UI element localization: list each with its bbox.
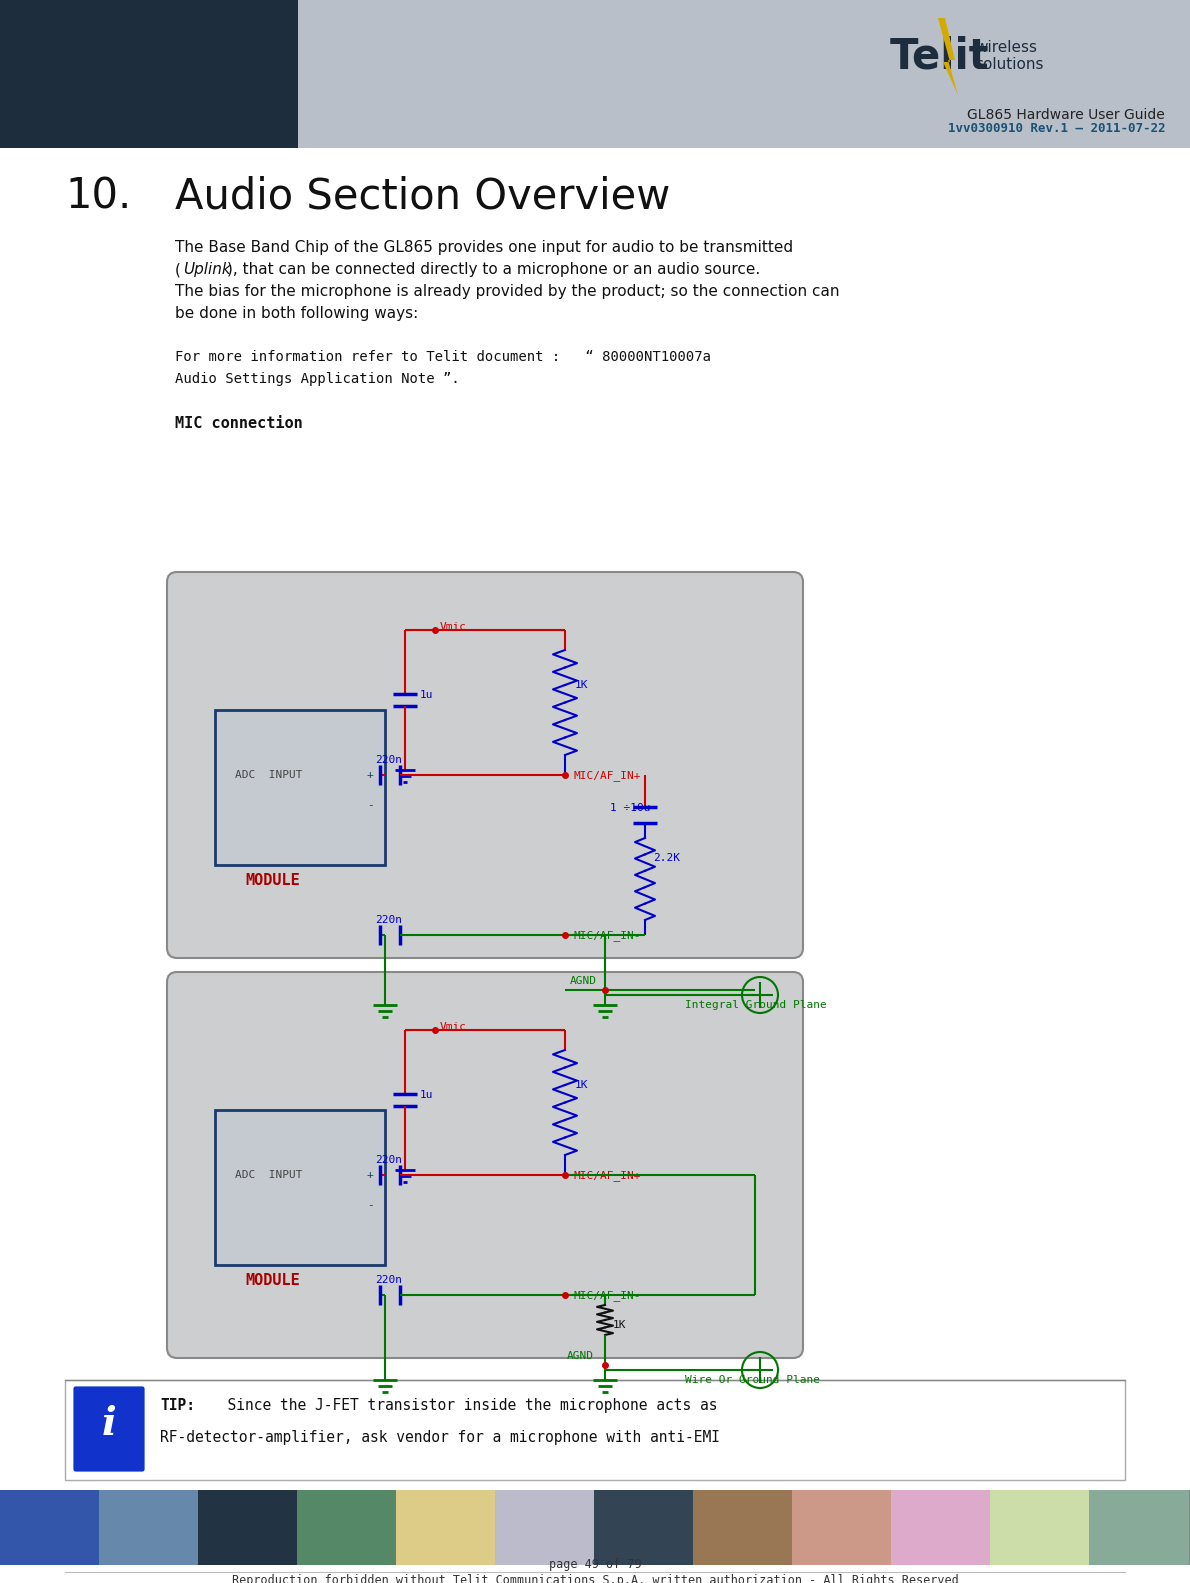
Text: -: - [367,799,374,810]
Text: Telit: Telit [890,35,990,78]
Bar [215,711,386,864]
Text: 1u: 1u [420,1091,433,1100]
Bar [298,1490,397,1566]
Bar [990,1490,1090,1566]
Text: +: + [367,1170,374,1179]
Text: TIP:: TIP: [159,1398,195,1414]
Text: For more information refer to Telit document :   “ 80000NT10007a: For more information refer to Telit docu… [175,350,710,364]
Text: Vmic: Vmic [440,1023,466,1032]
Text: MIC/AF_IN-: MIC/AF_IN- [574,1290,640,1301]
Bar [198,1490,298,1566]
Text: 1K: 1K [575,681,589,690]
Text: 220n: 220n [375,755,402,765]
Bar [1089,1490,1189,1566]
Bar [0,0,298,147]
Bar [0,1490,100,1566]
Text: 220n: 220n [375,915,402,924]
Text: MIC/AF_IN+: MIC/AF_IN+ [574,1170,640,1181]
Text: 1 ÷10u: 1 ÷10u [610,803,651,814]
Text: 1K: 1K [613,1320,626,1330]
Text: ADC  INPUT: ADC INPUT [234,1170,302,1179]
Text: AGND: AGND [566,1350,594,1361]
Text: Uplink: Uplink [183,263,231,277]
FancyBboxPatch shape [73,1385,146,1474]
Text: 220n: 220n [375,1156,402,1165]
Text: ), that can be connected directly to a microphone or an audio source.: ), that can be connected directly to a m… [227,263,760,277]
Bar [693,1490,793,1566]
Text: Wire Or Ground Plane: Wire Or Ground Plane [685,1376,820,1385]
Bar [175,980,795,1350]
Bar [495,1490,595,1566]
Text: (: ( [175,263,181,277]
Bar [175,579,795,950]
Text: MIC/AF_IN+: MIC/AF_IN+ [574,769,640,780]
Bar [396,1490,496,1566]
Text: 1K: 1K [575,1080,589,1091]
Text: 10.: 10. [65,176,131,217]
Text: GL865 Hardware User Guide: GL865 Hardware User Guide [967,108,1165,122]
FancyBboxPatch shape [167,571,803,958]
Text: Audio Settings Application Note ”.: Audio Settings Application Note ”. [175,372,459,386]
Bar [298,0,1190,147]
Text: Vmic: Vmic [440,622,466,632]
Text: wireless
solutions: wireless solutions [975,40,1044,73]
Text: The bias for the microphone is already provided by the product; so the connectio: The bias for the microphone is already p… [175,283,839,299]
Text: ADC  INPUT: ADC INPUT [234,769,302,780]
Text: 2.2K: 2.2K [653,853,679,863]
Text: Integral Ground Plane: Integral Ground Plane [685,1000,827,1010]
Text: MIC connection: MIC connection [175,416,302,431]
Text: 1vv0300910 Rev.1 – 2011-07-22: 1vv0300910 Rev.1 – 2011-07-22 [947,122,1165,135]
Text: 220n: 220n [375,1274,402,1285]
Text: The Base Band Chip of the GL865 provides one input for audio to be transmitted: The Base Band Chip of the GL865 provides… [175,241,793,255]
Text: +: + [367,769,374,780]
Text: -: - [367,1200,374,1209]
Bar [65,1380,1125,1480]
Text: MODULE: MODULE [245,872,300,888]
Text: page 49 of 79: page 49 of 79 [549,1558,641,1570]
Text: Reproduction forbidden without Telit Communications S.p.A. written authorization: Reproduction forbidden without Telit Com… [232,1574,958,1583]
Text: i: i [101,1406,117,1444]
Text: be done in both following ways:: be done in both following ways: [175,306,418,321]
Bar [0,1490,1190,1566]
Text: Since the J-FET transistor inside the microphone acts as: Since the J-FET transistor inside the mi… [209,1398,718,1414]
Bar [594,1490,694,1566]
Text: 1u: 1u [420,690,433,700]
FancyBboxPatch shape [167,972,803,1358]
Bar [99,1490,199,1566]
Text: RF-detector-amplifier, ask vendor for a microphone with anti-EMI: RF-detector-amplifier, ask vendor for a … [159,1429,720,1445]
Bar [215,1110,386,1265]
Bar [75,1388,143,1471]
Text: MODULE: MODULE [245,1273,300,1289]
Polygon shape [938,17,958,95]
Text: AGND: AGND [570,977,597,986]
Text: Audio Section Overview: Audio Section Overview [175,176,670,217]
Text: MIC/AF_IN-: MIC/AF_IN- [574,929,640,940]
Bar [793,1490,892,1566]
Bar [891,1490,991,1566]
